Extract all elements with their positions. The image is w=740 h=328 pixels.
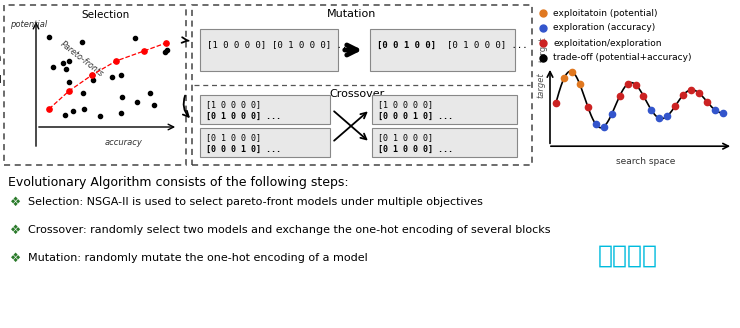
Text: Evolutionary Algorithm consists of the following steps:: Evolutionary Algorithm consists of the f…	[8, 176, 349, 189]
Text: ❖: ❖	[10, 252, 21, 264]
Text: target: target	[539, 36, 548, 62]
Text: Mutation: randomly mutate the one-hot encoding of a model: Mutation: randomly mutate the one-hot en…	[28, 253, 368, 263]
Text: potential: potential	[10, 20, 47, 29]
Text: accuracy: accuracy	[105, 138, 143, 147]
Text: ❖: ❖	[10, 223, 21, 236]
Text: [0 0 0 1 0] ...: [0 0 0 1 0] ...	[206, 145, 281, 154]
FancyBboxPatch shape	[200, 29, 338, 71]
Text: ❖: ❖	[10, 195, 21, 209]
Text: Crossover: randomly select two models and exchange the one-hot encoding of sever: Crossover: randomly select two models an…	[28, 225, 551, 235]
Text: [0 1 0 0 0] ...: [0 1 0 0 0] ...	[447, 40, 528, 50]
Text: exploitatoin (potential): exploitatoin (potential)	[553, 9, 658, 17]
Text: [0 0 1 0 0]: [0 0 1 0 0]	[377, 40, 436, 50]
Text: [1 0 0 0 0]: [1 0 0 0 0]	[206, 100, 261, 110]
Text: [0 1 0 0 0]: [0 1 0 0 0]	[378, 133, 433, 142]
FancyBboxPatch shape	[200, 95, 330, 124]
Text: Method: Method	[0, 75, 2, 85]
Text: [1 0 0 0 0]: [1 0 0 0 0]	[207, 40, 266, 50]
Text: [0 1 0 0 0] ...: [0 1 0 0 0] ...	[206, 112, 281, 120]
FancyBboxPatch shape	[192, 5, 532, 165]
Text: Search: Search	[0, 53, 2, 63]
FancyBboxPatch shape	[372, 128, 517, 157]
FancyBboxPatch shape	[370, 29, 515, 71]
Text: Pareto-fronts: Pareto-fronts	[58, 40, 105, 79]
FancyBboxPatch shape	[4, 5, 186, 165]
Text: [0 1 0 0 0]: [0 1 0 0 0]	[206, 133, 261, 142]
FancyBboxPatch shape	[200, 128, 330, 157]
FancyBboxPatch shape	[372, 95, 517, 124]
Text: [0 0 0 1 0] ...: [0 0 0 1 0] ...	[378, 112, 453, 120]
Text: Mutation: Mutation	[327, 9, 377, 19]
Text: 谷普下载: 谷普下载	[598, 244, 658, 268]
Text: search space: search space	[616, 157, 675, 166]
Text: [0 1 0 0 0] ...: [0 1 0 0 0] ...	[272, 40, 353, 50]
Text: Selection: NSGA-II is used to select pareto-front models under multiple objectiv: Selection: NSGA-II is used to select par…	[28, 197, 483, 207]
Text: exploration (accuracy): exploration (accuracy)	[553, 24, 655, 32]
Text: target: target	[536, 72, 545, 98]
Text: Crossover: Crossover	[329, 89, 385, 99]
Text: Selection: Selection	[81, 10, 129, 20]
Text: exploitation/exploration: exploitation/exploration	[553, 38, 662, 48]
Text: [0 1 0 0 0] ...: [0 1 0 0 0] ...	[378, 145, 453, 154]
Text: [1 0 0 0 0]: [1 0 0 0 0]	[378, 100, 433, 110]
Text: trade-off (potential+accuracy): trade-off (potential+accuracy)	[553, 53, 691, 63]
